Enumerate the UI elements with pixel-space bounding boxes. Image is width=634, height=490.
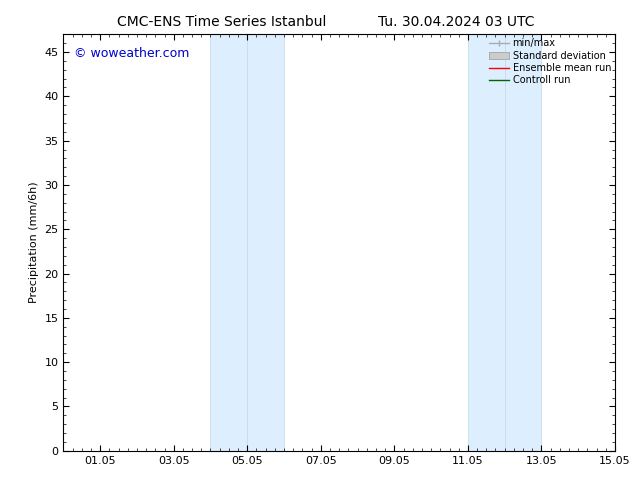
Text: CMC-ENS Time Series Istanbul: CMC-ENS Time Series Istanbul (117, 15, 327, 29)
Bar (505, 34, 541, 451)
Bar (247, 34, 284, 451)
Y-axis label: Precipitation (mm/6h): Precipitation (mm/6h) (29, 182, 39, 303)
Text: Tu. 30.04.2024 03 UTC: Tu. 30.04.2024 03 UTC (378, 15, 534, 29)
Legend: min/max, Standard deviation, Ensemble mean run, Controll run: min/max, Standard deviation, Ensemble me… (488, 36, 613, 87)
Bar (210, 34, 247, 451)
Text: © woweather.com: © woweather.com (74, 47, 190, 60)
Bar (468, 34, 505, 451)
